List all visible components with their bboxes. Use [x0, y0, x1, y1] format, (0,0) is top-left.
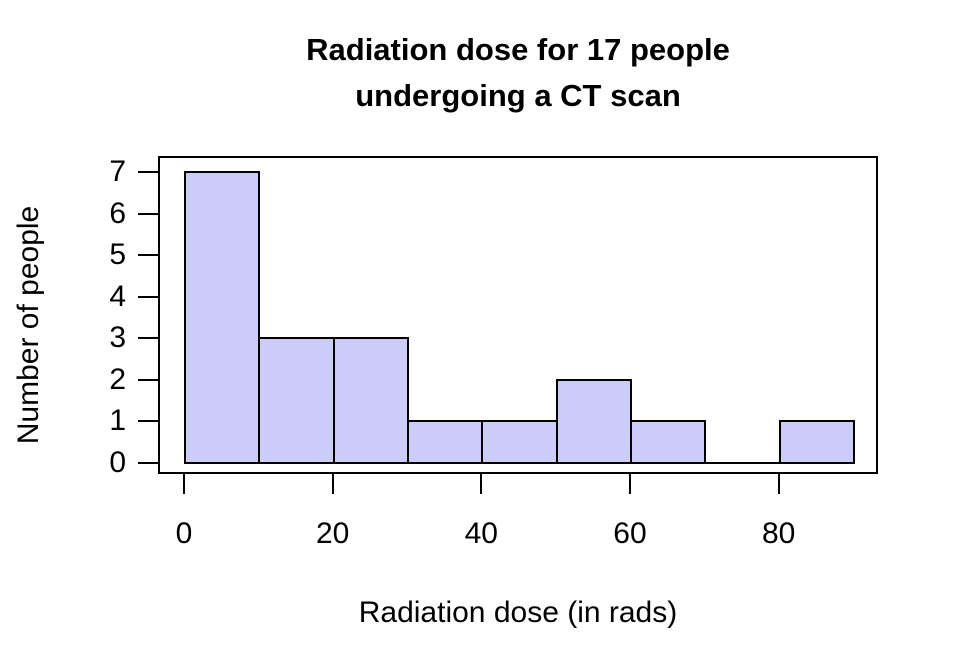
histogram-bar [332, 337, 409, 464]
y-axis-tick [138, 420, 158, 423]
histogram-bar [184, 171, 261, 464]
y-axis-tick [138, 295, 158, 298]
x-axis-tick [480, 474, 483, 494]
x-tick-label: 0 [175, 517, 193, 550]
histogram-bar [555, 378, 632, 464]
x-axis-tick [628, 474, 631, 494]
histogram-bar [258, 337, 335, 464]
x-tick-label: 40 [464, 517, 498, 550]
x-axis-tick [777, 474, 780, 494]
y-axis-tick [138, 212, 158, 215]
y-axis-tick [138, 462, 158, 464]
chart-title-line-2: undergoing a CT scan [355, 78, 681, 113]
chart-title-line-1: Radiation dose for 17 people [306, 32, 730, 67]
histogram-bar [629, 420, 707, 464]
x-axis-tick [183, 474, 185, 494]
y-tick-label: 1 [109, 404, 126, 438]
x-tick-label: 60 [613, 517, 647, 550]
y-axis-tick [138, 254, 158, 257]
y-tick-label: 7 [109, 155, 126, 188]
y-tick-label: 6 [109, 196, 126, 230]
y-tick-label: 4 [109, 279, 126, 313]
x-tick-label: 20 [315, 517, 350, 550]
y-tick-label: 3 [109, 321, 126, 355]
x-axis-title: Radiation dose (in rads) [358, 596, 678, 629]
plot-area [158, 156, 878, 474]
x-tick-label: 80 [761, 517, 796, 550]
histogram-bar [778, 420, 855, 464]
x-axis-tick [331, 474, 334, 494]
y-tick-label: 0 [109, 446, 126, 479]
y-axis-title: Number of people [12, 205, 45, 445]
y-tick-label: 2 [109, 362, 126, 396]
histogram-bar [406, 420, 484, 464]
histogram-bar [704, 462, 781, 464]
y-axis-tick [138, 337, 158, 340]
y-axis-tick [138, 378, 158, 381]
y-tick-label: 5 [109, 238, 126, 272]
y-axis-tick [138, 171, 158, 173]
histogram-bar [481, 420, 558, 464]
